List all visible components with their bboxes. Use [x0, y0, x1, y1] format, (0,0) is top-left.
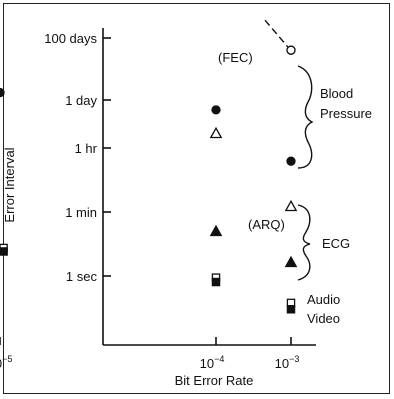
series-layer: [0, 19, 298, 314]
ecg-bracket: [297, 204, 311, 281]
blood-pressure-arq-point: [209, 126, 223, 139]
blood-pressure-arq-point: [284, 199, 298, 212]
blood-pressure-label-line1: Blood: [320, 86, 353, 101]
labels-layer: Error Interval Bit Error Rate (FEC) (ARQ…: [2, 50, 372, 388]
brackets-layer: [297, 65, 314, 281]
chart-frame: [3, 3, 390, 394]
ecg-label: ECG: [322, 236, 350, 251]
audio-label: Audio: [307, 292, 340, 307]
x-tick-label: 10−4: [200, 354, 225, 371]
axes: 100 days 1 day 1 hr 1 min 1 sec 10−5 10−4 10−3: [0, 28, 316, 371]
fec-annotation: (FEC): [218, 50, 253, 65]
blood-pressure-fec-point: [0, 87, 5, 98]
blood-pressure-fec-point: [286, 45, 296, 55]
video-label: Video: [307, 311, 340, 326]
audio-video-fec-point: [0, 247, 8, 256]
audio-video-fec-point: [211, 277, 221, 287]
y-tick-label: 1 min: [65, 205, 97, 220]
ecg-fec-point: [284, 255, 298, 268]
audio-video-fec-point: [286, 305, 296, 314]
y-tick-label: 1 hr: [75, 141, 98, 156]
y-tick-label: 100 days: [44, 31, 97, 46]
x-tick-label: 10−3: [275, 354, 300, 371]
blood-pressure-fec-lead-line: [264, 19, 289, 48]
x-tick-label: 10−5: [0, 354, 12, 371]
arq-annotation: (ARQ): [248, 217, 285, 232]
y-axis-label: Error Interval: [2, 147, 17, 222]
blood-pressure-label-line2: Pressure: [320, 106, 372, 121]
blood-pressure-fec-point: [286, 156, 296, 166]
blood-pressure-bracket: [297, 65, 314, 169]
y-tick-label: 1 sec: [66, 269, 98, 284]
ecg-fec-point: [209, 224, 223, 237]
x-axis-label: Bit Error Rate: [175, 373, 254, 388]
blood-pressure-fec-point: [211, 105, 221, 115]
y-tick-label: 1 day: [65, 93, 97, 108]
